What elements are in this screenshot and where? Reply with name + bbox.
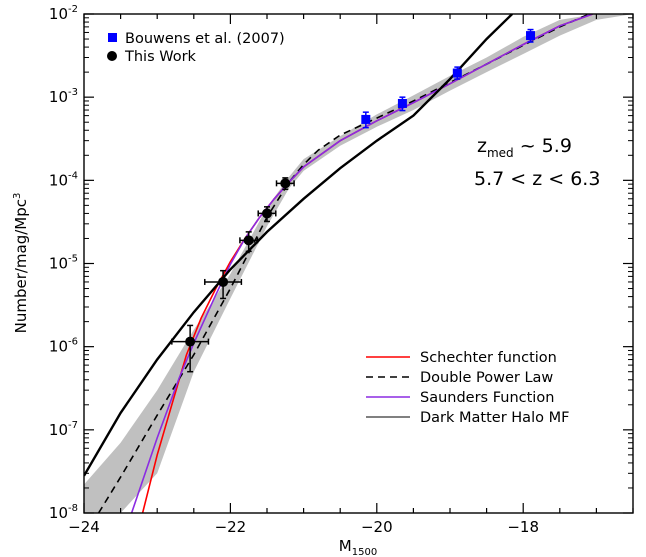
legend-halo-label: Dark Matter Halo MF xyxy=(420,410,569,426)
axis-ticks xyxy=(83,13,634,514)
this-work-point xyxy=(262,208,272,219)
x-tick-label: −24 xyxy=(68,518,100,536)
legend-this-work-marker xyxy=(107,51,117,61)
legend-this-work-label: This Work xyxy=(124,49,197,65)
y-tick-label: 10-5 xyxy=(49,254,78,273)
curve-0 xyxy=(141,14,593,513)
legend-bouwens-marker xyxy=(108,33,117,42)
bouwens-point xyxy=(361,114,371,124)
y-tick-label: 10-6 xyxy=(49,337,78,356)
legend-bottom: Schechter function Double Power Law Saun… xyxy=(366,350,569,426)
confidence-band xyxy=(84,14,633,513)
y-tick-label: 10-7 xyxy=(49,420,78,439)
tick-labels: −24 −22 −20 −18 10-8 10-7 10-6 10-5 10-4 10-3 10-2 xyxy=(49,4,539,536)
bouwens-point xyxy=(526,31,536,41)
curve-2 xyxy=(130,14,593,513)
this-work-point xyxy=(280,178,291,189)
redshift-median-annotation: zmed ~ 5.9 xyxy=(477,135,572,160)
curve-3 xyxy=(84,14,514,477)
data-points xyxy=(171,28,536,373)
legend-dpl-label: Double Power Law xyxy=(420,370,553,386)
curve-1 xyxy=(97,14,590,513)
redshift-range-annotation: 5.7 < z < 6.3 xyxy=(474,168,600,190)
legend-top: Bouwens et al. (2007) This Work xyxy=(107,31,285,65)
y-tick-label: 10-2 xyxy=(49,4,78,23)
this-work-point xyxy=(243,235,254,246)
this-work-point xyxy=(185,336,196,347)
x-axis-title: M1500 xyxy=(339,537,377,557)
x-tick-label: −20 xyxy=(361,518,393,536)
x-tick-label: −18 xyxy=(507,518,539,536)
plot-frame xyxy=(83,13,634,514)
y-tick-label: 10-4 xyxy=(49,170,78,189)
bouwens-point xyxy=(452,68,462,78)
y-axis-title: Number/mag/Mpc3 xyxy=(12,193,30,334)
this-work-point xyxy=(218,276,229,287)
y-tick-label: 10-8 xyxy=(49,503,78,522)
y-tick-label: 10-3 xyxy=(49,87,78,106)
legend-bouwens-label: Bouwens et al. (2007) xyxy=(125,31,285,47)
x-tick-label: −22 xyxy=(215,518,247,536)
bouwens-point xyxy=(397,98,407,108)
legend-schechter-label: Schechter function xyxy=(420,350,557,366)
band-area xyxy=(84,14,633,513)
legend-saunders-label: Saunders Function xyxy=(420,390,554,406)
